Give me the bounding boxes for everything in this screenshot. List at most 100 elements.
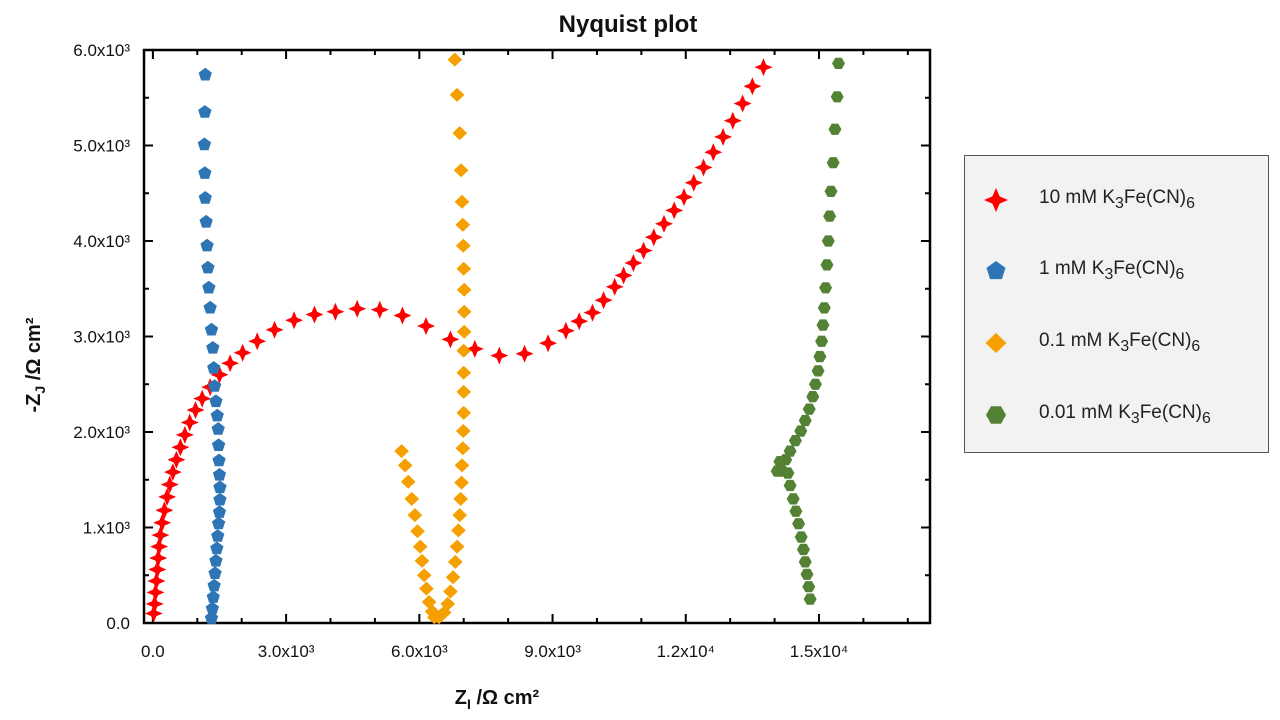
data-point (198, 166, 212, 179)
data-point (410, 524, 425, 539)
data-point (440, 596, 456, 611)
data-point (665, 201, 684, 220)
data-point (211, 516, 226, 530)
data-point (265, 320, 284, 339)
data-point (594, 291, 613, 310)
data-point (144, 604, 163, 623)
data-point (419, 581, 434, 596)
data-point (175, 425, 194, 444)
data-point (456, 365, 472, 380)
x-tick-label: 1.5x10⁴ (790, 642, 848, 661)
data-point (816, 319, 830, 331)
data-point (416, 568, 432, 583)
data-point (213, 480, 227, 494)
y-axis-label: -ZJ /Ω cm² (23, 317, 48, 412)
data-point (208, 566, 222, 579)
x-axis-ticks: 0.0 3.0x10³ 6.0x10³ 9.0x10³ 1.2x10⁴ 1.5x10⁴ (141, 50, 909, 661)
data-point (794, 425, 808, 437)
data-point (605, 277, 624, 296)
data-point (783, 445, 797, 457)
data-point (204, 611, 219, 624)
data-point (417, 317, 435, 335)
y-tick-label: 6.0x10³ (73, 41, 130, 60)
data-point (145, 594, 164, 613)
data-point (202, 280, 216, 294)
data-point (233, 343, 252, 362)
data-point (150, 537, 169, 556)
series-layer (144, 52, 845, 625)
data-point (786, 493, 800, 505)
data-point (203, 300, 217, 314)
data-point (221, 354, 240, 373)
data-point (212, 468, 227, 481)
data-point (456, 384, 472, 399)
data-point (212, 505, 227, 518)
data-point (207, 379, 222, 392)
data-point (210, 541, 224, 555)
data-point (186, 401, 205, 419)
data-point (515, 344, 534, 363)
data-point (397, 458, 413, 473)
legend-item-1mm: 1 mM K3Fe(CN)6 (965, 256, 1184, 286)
data-point (206, 341, 220, 354)
y-tick-label: 4.0x10³ (73, 232, 130, 251)
legend-marker-star4 (984, 188, 1008, 212)
data-point (147, 572, 166, 590)
x-tick-label: 9.0x10³ (524, 642, 581, 661)
data-point (455, 217, 471, 232)
data-point (684, 173, 703, 192)
legend-label: 10 mM K3Fe(CN)6 (1039, 187, 1195, 212)
data-point (393, 306, 412, 325)
data-point (456, 324, 472, 339)
data-point (754, 58, 773, 77)
data-point (779, 454, 793, 466)
data-point (454, 458, 470, 473)
legend-marker-shape (986, 406, 1006, 424)
data-point (819, 282, 833, 294)
data-point (806, 391, 820, 403)
data-point (714, 127, 733, 146)
data-point (826, 157, 840, 169)
y-tick-label: 1.x10³ (83, 519, 131, 538)
x-tick-label: 3.0x10³ (258, 642, 315, 661)
data-point (454, 475, 469, 490)
data-point (675, 188, 693, 207)
legend-item-0.1mm: 0.1 mM K3Fe(CN)6 (965, 328, 1200, 358)
data-point (205, 601, 219, 615)
legend-label: 1 mM K3Fe(CN)6 (1039, 258, 1185, 283)
legend-marker-pentagon (986, 261, 1006, 280)
data-point (445, 570, 461, 585)
data-point (796, 543, 810, 556)
data-point (285, 311, 304, 330)
data-point (209, 394, 223, 408)
data-point (456, 405, 472, 420)
data-point (644, 228, 663, 247)
y-tick-label: 3.0x10³ (73, 328, 130, 347)
data-point (789, 505, 803, 517)
data-point (556, 321, 575, 340)
legend-item-10mm: 10 mM K3Fe(CN)6 (965, 185, 1195, 215)
x-tick-label: 6.0x10³ (391, 642, 448, 661)
data-point (452, 508, 468, 523)
data-point (198, 67, 212, 81)
legend: 10 mM K3Fe(CN)6 1 mM K3Fe(CN)6 0.1 mM K3… (964, 155, 1269, 453)
data-point (414, 553, 430, 568)
y-tick-label: 2.0x10³ (73, 423, 130, 442)
data-point (198, 191, 212, 204)
series-star4 (144, 58, 773, 623)
data-point (404, 491, 420, 506)
y-tick-label: 5.0x10³ (73, 137, 130, 156)
data-point (453, 491, 468, 506)
data-point (400, 474, 416, 489)
data-point (443, 584, 458, 599)
data-point (570, 312, 589, 331)
data-point (803, 593, 817, 605)
legend-marker-shape (984, 188, 1008, 212)
data-point (412, 539, 428, 554)
data-point (211, 438, 226, 451)
data-point (811, 365, 825, 377)
data-point (832, 57, 845, 69)
data-point (447, 554, 463, 569)
data-point (167, 450, 186, 469)
data-point (802, 403, 816, 415)
